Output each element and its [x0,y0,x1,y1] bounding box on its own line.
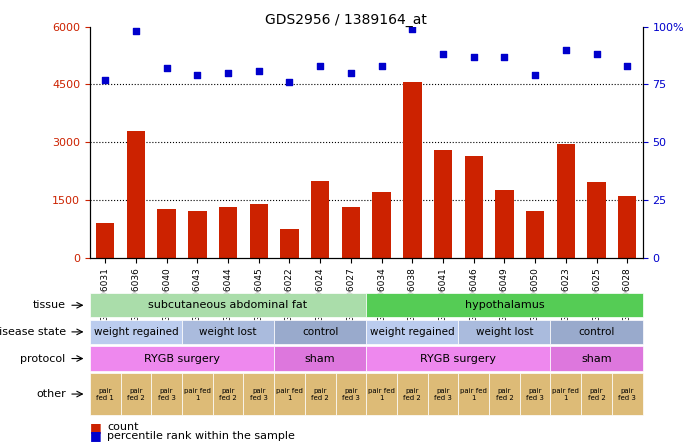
Point [100,76,111,83]
Text: pair
fed 2: pair fed 2 [311,388,329,400]
Point [131,28,142,35]
Text: RYGB surgery: RYGB surgery [420,353,496,364]
Point [192,71,203,79]
Text: hypothalamus: hypothalamus [464,300,545,310]
Text: pair
fed 2: pair fed 2 [495,388,513,400]
Text: other: other [36,389,66,399]
Bar [281,229,299,258]
Point [560,46,571,53]
Bar [587,182,606,258]
Text: pair
fed 2: pair fed 2 [219,388,237,400]
Text: control: control [578,327,615,337]
Point [314,62,325,69]
Point [407,25,418,32]
Text: pair fed
1: pair fed 1 [184,388,211,400]
Bar [464,155,483,258]
Text: weight lost: weight lost [475,327,533,337]
Point [468,53,480,60]
Text: tissue: tissue [32,300,66,310]
Text: pair
fed 3: pair fed 3 [158,388,176,400]
Text: pair
fed 2: pair fed 2 [587,388,605,400]
Point [376,62,387,69]
Text: weight regained: weight regained [370,327,455,337]
Text: pair
fed 3: pair fed 3 [618,388,636,400]
Bar [557,144,575,258]
Text: GDS2956 / 1389164_at: GDS2956 / 1389164_at [265,13,426,28]
Text: weight lost: weight lost [199,327,257,337]
Text: pair fed
1: pair fed 1 [368,388,395,400]
Point [161,65,172,72]
Text: protocol: protocol [21,353,66,364]
Text: pair fed
1: pair fed 1 [552,388,579,400]
Text: percentile rank within the sample: percentile rank within the sample [107,431,295,441]
Point [591,51,602,58]
Text: pair
fed 3: pair fed 3 [434,388,452,400]
Text: weight regained: weight regained [93,327,178,337]
Text: pair
fed 1: pair fed 1 [96,388,114,400]
Text: count: count [107,422,139,432]
Bar [126,131,145,258]
Bar [403,83,422,258]
Text: subcutaneous abdominal fat: subcutaneous abdominal fat [149,300,307,310]
Point [253,67,264,74]
Bar [372,192,391,258]
Text: pair
fed 2: pair fed 2 [404,388,422,400]
Point [499,53,510,60]
Bar [434,150,452,258]
Point [223,69,234,76]
Point [529,71,540,79]
Text: ■: ■ [90,429,102,443]
Point [437,51,448,58]
Text: pair
fed 3: pair fed 3 [250,388,267,400]
Bar [249,204,268,258]
Point [622,62,633,69]
Text: sham: sham [581,353,612,364]
Point [346,69,357,76]
Text: sham: sham [305,353,335,364]
Text: disease state: disease state [0,327,66,337]
Bar [618,196,636,258]
Point [284,79,295,86]
Text: pair fed
1: pair fed 1 [460,388,487,400]
Bar [341,207,360,258]
Bar [219,207,237,258]
Text: pair
fed 3: pair fed 3 [527,388,544,400]
Text: pair fed
1: pair fed 1 [276,388,303,400]
Bar [188,211,207,258]
Bar [96,223,115,258]
Text: ■: ■ [90,420,102,434]
Bar [526,211,545,258]
Bar [495,190,513,258]
Bar [158,210,176,258]
Text: control: control [302,327,339,337]
Text: pair
fed 3: pair fed 3 [342,388,360,400]
Text: pair
fed 2: pair fed 2 [127,388,145,400]
Text: RYGB surgery: RYGB surgery [144,353,220,364]
Bar [311,181,330,258]
